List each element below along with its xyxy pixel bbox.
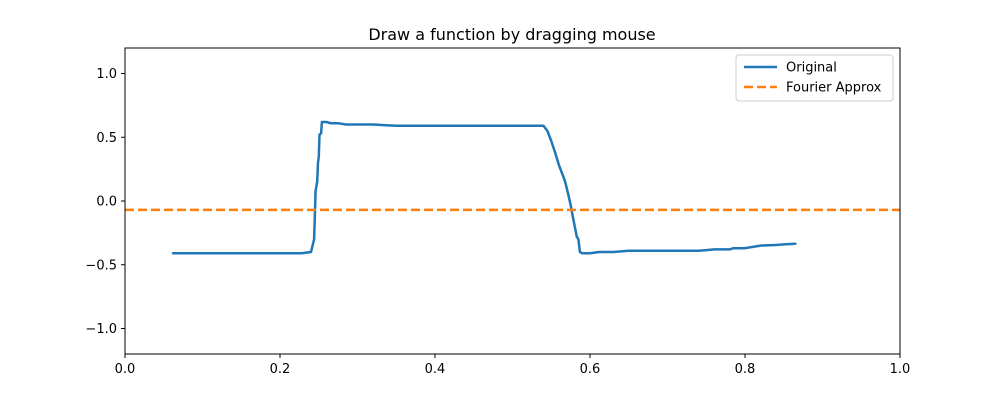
x-tick-label: 0.0 xyxy=(115,362,136,377)
x-tick-label: 0.6 xyxy=(580,362,601,377)
legend-label-original: Original xyxy=(786,61,837,76)
chart-title: Draw a function by dragging mouse xyxy=(368,25,655,44)
x-tick-label: 0.4 xyxy=(425,362,446,377)
x-tick-label: 0.8 xyxy=(735,362,756,377)
x-tick-label: 1.0 xyxy=(890,362,911,377)
y-axis: 1.0 0.5 0.0 −0.5 −1.0 xyxy=(85,67,125,337)
y-tick-label: −0.5 xyxy=(85,258,117,273)
legend: Original Fourier Approx xyxy=(735,54,894,102)
y-tick-label: 0.5 xyxy=(96,131,117,146)
series-line-original xyxy=(171,120,797,255)
y-tick-label: 0.0 xyxy=(96,195,117,210)
legend-label-fourier-approx: Fourier Approx xyxy=(786,81,882,96)
series-layer xyxy=(125,120,900,255)
y-tick-label: 1.0 xyxy=(96,67,117,82)
x-tick-label: 0.2 xyxy=(270,362,291,377)
y-tick-label: −1.0 xyxy=(85,322,117,337)
x-axis: 0.0 0.2 0.4 0.6 0.8 1.0 xyxy=(115,354,911,377)
